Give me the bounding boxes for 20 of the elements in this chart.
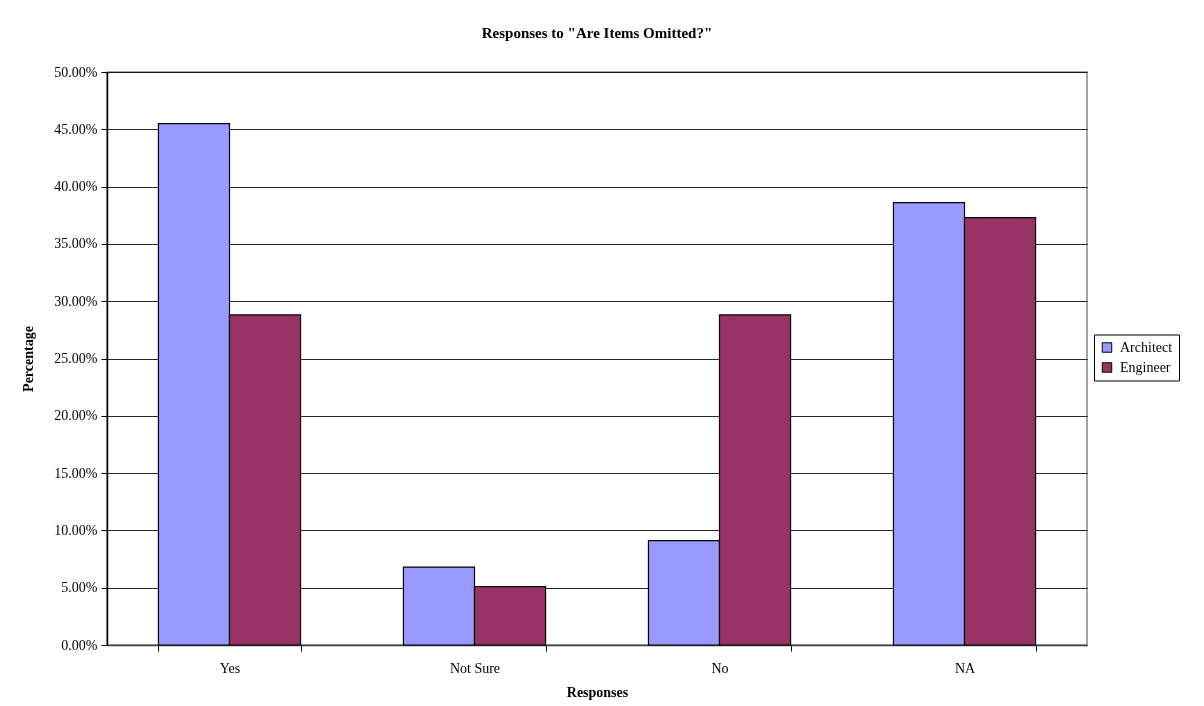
y-tick-label: 40.00% xyxy=(54,179,98,195)
x-tick-label: No xyxy=(711,660,729,676)
x-tick-label: NA xyxy=(954,660,976,676)
y-tick-label: 15.00% xyxy=(54,465,98,481)
y-tick-label: 10.00% xyxy=(54,522,98,538)
y-axis-title: Percentage xyxy=(21,326,37,392)
y-tick-label: 25.00% xyxy=(54,351,98,366)
legend-label: Architect xyxy=(1120,339,1173,355)
x-tick-label: Yes xyxy=(219,660,241,676)
y-tick-label: 20.00% xyxy=(54,408,98,424)
chart-title: Responses to "Are Items Omitted?" xyxy=(481,25,713,41)
y-tick-label: 5.00% xyxy=(61,580,98,596)
y-tick-label: 35.00% xyxy=(54,236,98,252)
y-tick-label: 30.00% xyxy=(54,293,98,309)
x-tick-label: Not Sure xyxy=(449,660,501,676)
x-axis-title: Responses xyxy=(566,684,629,700)
y-tick-label: 50.00% xyxy=(54,64,98,80)
y-tick-label: 0.00% xyxy=(61,637,98,653)
legend-label: Engineer xyxy=(1120,359,1171,375)
y-tick-label: 45.00% xyxy=(54,121,98,137)
